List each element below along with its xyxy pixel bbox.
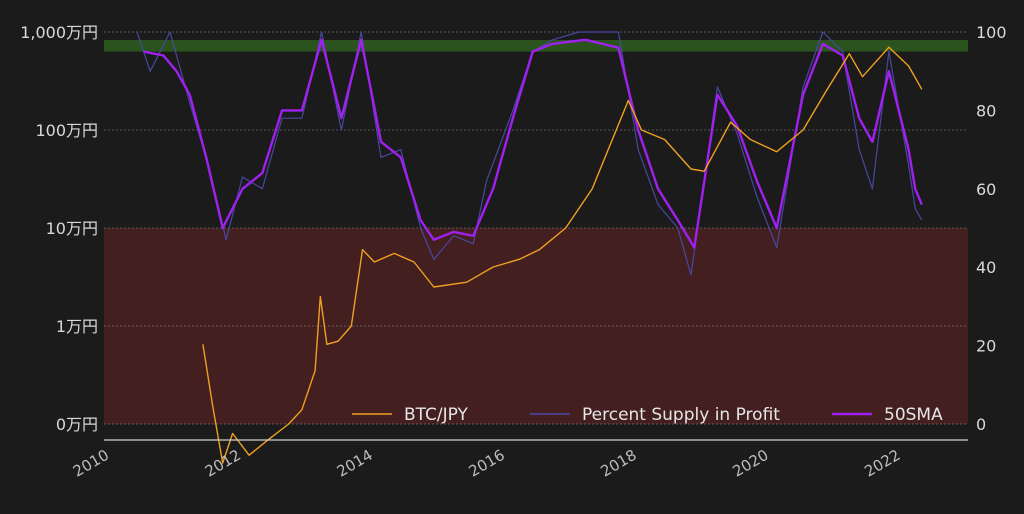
x-tick-label: 2020 bbox=[729, 446, 771, 481]
legend: BTC/JPY Percent Supply in Profit 50SMA bbox=[352, 405, 943, 425]
right-tick-label: 40 bbox=[976, 258, 996, 277]
series-layer bbox=[136, 31, 923, 464]
legend-label: Percent Supply in Profit bbox=[582, 405, 780, 425]
left-axis: 1,000万円 100万円 10万円 1万円 0万円 bbox=[20, 23, 98, 434]
right-tick-label: 60 bbox=[976, 180, 996, 199]
left-tick-label: 1,000万円 bbox=[20, 23, 98, 42]
series-btc-jpy bbox=[202, 46, 923, 464]
x-tick-label: 2010 bbox=[70, 446, 112, 481]
right-tick-label: 80 bbox=[976, 101, 996, 120]
right-tick-label: 0 bbox=[976, 415, 986, 434]
legend-label: 50SMA bbox=[884, 405, 943, 425]
left-tick-label: 100万円 bbox=[35, 121, 98, 140]
legend-label: BTC/JPY bbox=[404, 405, 469, 425]
x-tick-label: 2018 bbox=[598, 446, 640, 481]
x-tick-label: 2016 bbox=[466, 446, 508, 481]
left-tick-label: 10万円 bbox=[46, 219, 98, 238]
right-tick-label: 20 bbox=[976, 337, 996, 356]
x-axis: 2010 2012 2014 2016 2018 2020 2022 bbox=[70, 439, 968, 481]
band-high-zone bbox=[104, 40, 968, 52]
x-tick-label: 2014 bbox=[334, 446, 376, 481]
x-tick-label: 2022 bbox=[861, 446, 903, 481]
left-tick-label: 1万円 bbox=[56, 317, 98, 336]
series-50sma bbox=[143, 38, 923, 249]
left-tick-label: 0万円 bbox=[56, 415, 98, 434]
right-axis: 0 20 40 60 80 100 bbox=[976, 23, 1007, 434]
bands-layer bbox=[104, 40, 968, 424]
right-tick-label: 100 bbox=[976, 23, 1007, 42]
x-tick-label: 2012 bbox=[202, 446, 244, 481]
gridlines-layer bbox=[104, 31, 968, 425]
